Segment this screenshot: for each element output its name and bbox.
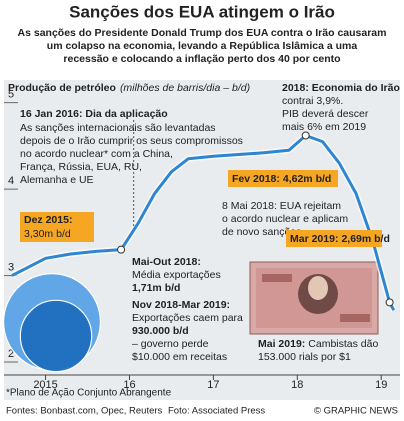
callout-value: 3,30m b/d — [24, 228, 71, 240]
annotation-line: França, Rússia, EUA, RU, — [20, 161, 142, 173]
export-line: $10.000 em receitas — [132, 351, 227, 363]
export-line: Exportações caem para — [132, 312, 243, 324]
y-axis-label: Produção de petróleo (milhões de barris/d… — [8, 82, 250, 94]
annotation-line: PIB deverá descer — [282, 108, 369, 120]
callout-dot — [117, 245, 126, 254]
callout-box — [20, 212, 94, 242]
y-axis-title: Produção de petróleo — [8, 82, 116, 94]
y-tick-label: 4 — [8, 175, 14, 187]
y-axis-unit: (milhões de barris/dia – b/d) — [120, 82, 250, 94]
annotation-line: no acordo nuclear* com a China, — [20, 148, 173, 160]
subtitle-line: recessão e colocando a inflação perto do… — [63, 53, 340, 65]
production-line — [11, 134, 396, 311]
annotation-title: 16 Jan 2016: Dia da aplicação — [20, 108, 168, 120]
x-tick-label: 17 — [207, 379, 219, 391]
annotation-line: o acordo nuclear e aplicam — [222, 213, 348, 225]
callout-value: 2,69m b/d — [341, 233, 389, 245]
export-bubble — [19, 299, 93, 373]
x-tick-label: 16 — [123, 379, 135, 391]
banknote-photo — [249, 261, 379, 335]
title: Sanções dos EUA atingem o Irão — [69, 2, 335, 21]
annotation-line: depois de o Irão cumprir os seus comprom… — [20, 135, 243, 147]
annotation-line: contrai 3,9%. — [282, 95, 343, 107]
subtitle-line: um colapso na economia, levando a Repúbl… — [47, 40, 358, 52]
annotation-title: 8 Mai 2018: EUA rejeitam — [222, 200, 341, 212]
callout-label: Mar 2019: — [290, 233, 338, 245]
copyright: © GRAPHIC NEWS — [314, 406, 398, 417]
callout-label: Dez 2015: — [24, 214, 72, 226]
export-line: Média exportações — [132, 269, 221, 281]
export-period: Mai-Out 2018: — [132, 256, 201, 268]
callout-text: Fev 2018: 4,62m b/d — [232, 173, 331, 185]
annotation-line: de novo sanções — [222, 226, 301, 238]
photo-caption: Mai 2019: Cambistas dão — [258, 338, 378, 350]
caption-title: Mai 2019: — [258, 338, 305, 350]
caption-line: Cambistas dão — [308, 338, 378, 350]
export-period: Nov 2018-Mar 2019: — [132, 299, 230, 311]
x-tick-label: 19 — [375, 379, 387, 391]
y-tick-label: 5 — [8, 89, 14, 101]
callout-dot — [301, 131, 310, 140]
y-tick-label: 3 — [8, 261, 14, 273]
photo-credit: Foto: Associated Press — [168, 406, 265, 417]
annotation-line: mais 6% em 2019 — [282, 121, 366, 133]
footnote: *Plano de Ação Conjunto Abrangente — [6, 388, 172, 399]
callout-dot — [385, 298, 394, 307]
callout-text: Mar 2019: 2,69m b/d — [290, 233, 390, 245]
subtitle-line: As sanções do Presidente Donald Trump do… — [18, 27, 387, 39]
export-value: 1,71m b/d — [132, 282, 180, 294]
x-tick-label: 18 — [291, 379, 303, 391]
annotation-line: As sanções internacionais são levantadas — [20, 122, 216, 134]
callout-box — [286, 230, 382, 247]
y-tick-label: 2 — [8, 348, 14, 360]
callout-label: Fev 2018: — [232, 173, 280, 185]
callout-value: 4,62m b/d — [283, 173, 331, 185]
export-value: 930.000 b/d — [132, 325, 189, 337]
caption-line: 153.000 rials por $1 — [258, 351, 351, 363]
annotation-line: Alemanha e UE — [20, 174, 94, 186]
export-line: – governo perde — [132, 338, 209, 350]
sources: Fontes: Bonbast.com, Opec, Reuters — [6, 406, 163, 417]
x-tick-label: 2015 — [33, 379, 57, 391]
annotation-title: 2018: Economia do Irão — [282, 82, 400, 94]
callout-box — [228, 170, 338, 187]
